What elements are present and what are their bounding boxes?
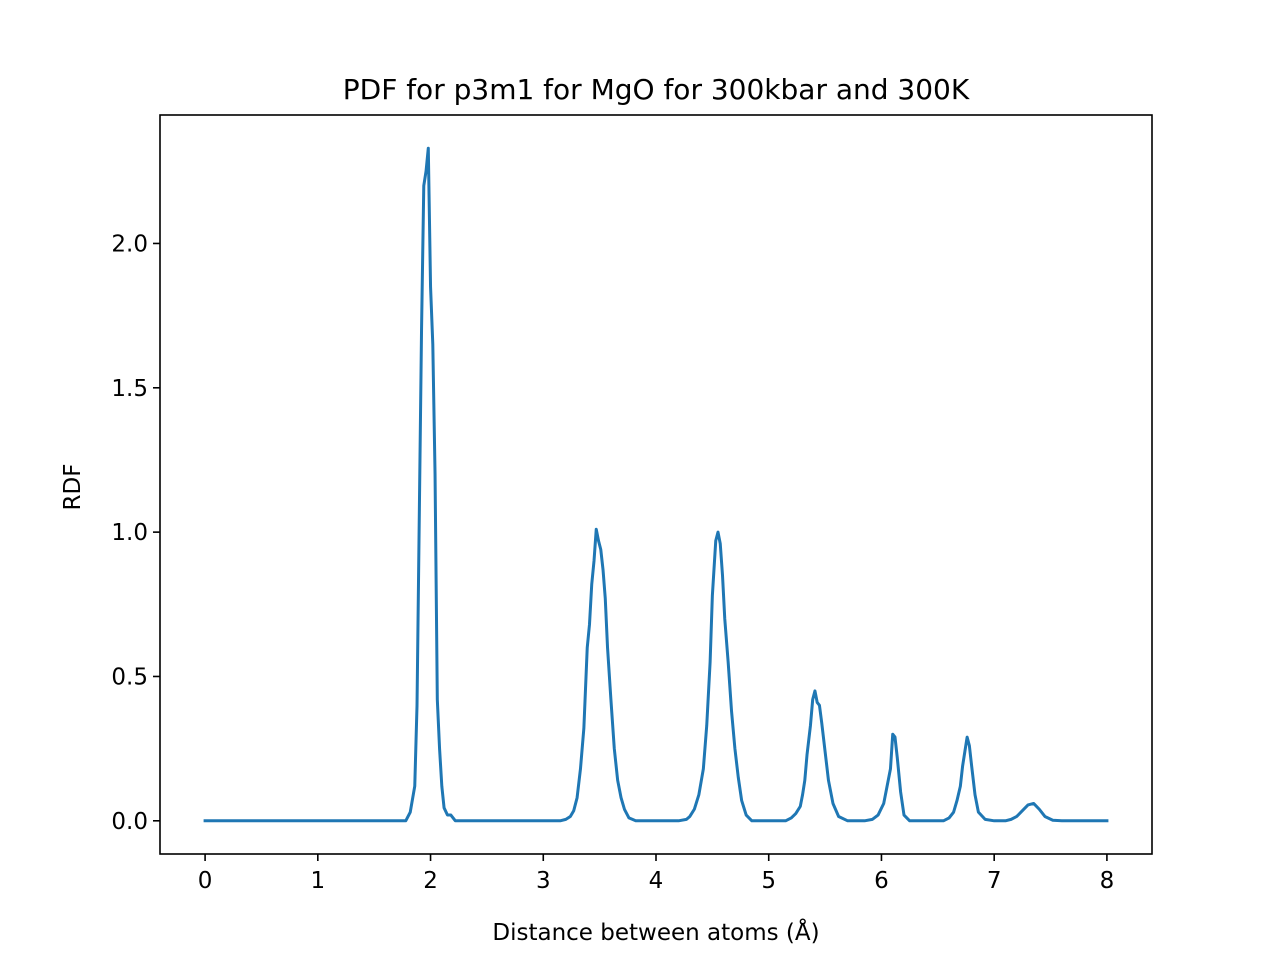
x-tick-label: 2 — [423, 868, 438, 894]
x-tick-label: 5 — [761, 868, 776, 894]
y-tick-label: 0.5 — [111, 664, 148, 690]
chart-title: PDF for p3m1 for MgO for 300kbar and 300… — [343, 73, 970, 106]
y-axis-ticks: 0.0 0.5 1.0 1.5 2.0 — [111, 231, 160, 835]
x-tick-label: 4 — [649, 868, 664, 894]
plot-area — [203, 146, 1109, 823]
rdf-series-line — [203, 146, 1109, 823]
y-tick-label: 1.5 — [111, 376, 148, 402]
x-tick-label: 8 — [1100, 868, 1115, 894]
x-tick-label: 1 — [310, 868, 325, 894]
x-tick-label: 0 — [198, 868, 213, 894]
y-tick-label: 0.0 — [111, 809, 148, 835]
x-tick-label: 7 — [987, 868, 1002, 894]
x-axis-ticks: 0 1 2 3 4 5 6 7 8 — [198, 854, 1114, 894]
y-axis-label: RDF — [60, 464, 86, 511]
y-tick-label: 2.0 — [111, 231, 148, 257]
x-tick-label: 3 — [536, 868, 551, 894]
x-tick-label: 6 — [874, 868, 889, 894]
axes-frame — [159, 114, 1153, 855]
x-axis-label: Distance between atoms (Å) — [492, 918, 819, 946]
y-tick-label: 1.0 — [111, 520, 148, 546]
